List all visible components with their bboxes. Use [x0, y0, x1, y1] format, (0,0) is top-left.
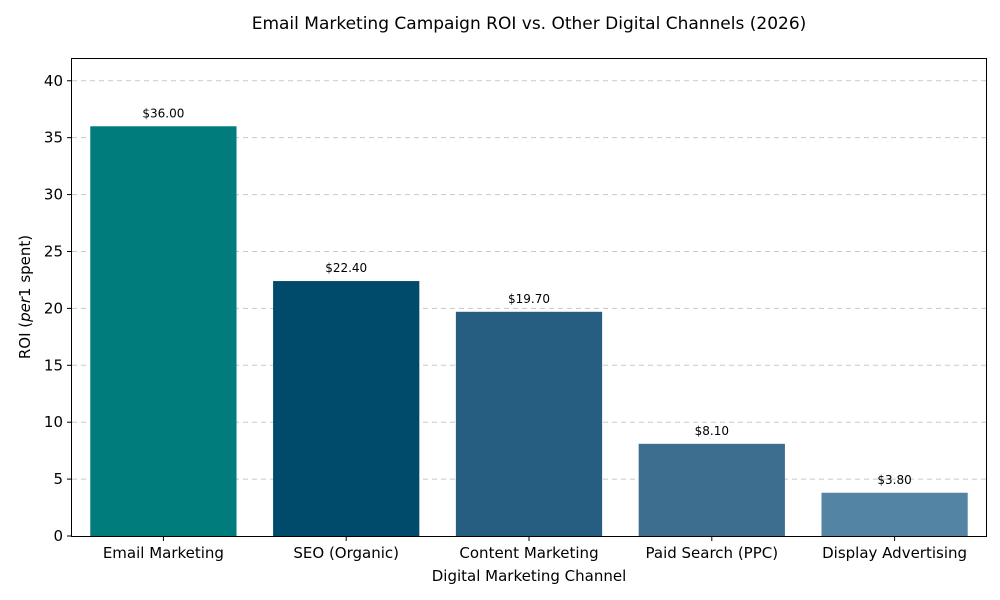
y-tick-label: 5 [53, 470, 63, 488]
y-axis-label-italic: per [16, 296, 34, 323]
y-tick-label: 25 [44, 242, 63, 260]
x-tick-label: SEO (Organic) [293, 544, 399, 562]
y-axis-label-prefix: ROI ( [16, 322, 34, 359]
y-tick-label: 15 [44, 356, 63, 374]
data-label: $22.40 [325, 261, 367, 275]
y-axis-label: ROI (per1 spent) [16, 235, 34, 359]
bar [455, 311, 603, 536]
y-tick-label: 10 [44, 413, 63, 431]
x-axis-label: Digital Marketing Channel [432, 567, 627, 585]
data-labels-layer: $36.00 $22.40 $19.70 $8.10 $3.80 [142, 106, 911, 486]
x-tick-label: Email Marketing [103, 544, 224, 562]
data-label: $19.70 [508, 292, 550, 306]
x-axis: Email Marketing SEO (Organic) Content Mark… [103, 536, 967, 562]
y-tick-label: 30 [44, 186, 63, 204]
y-tick-label: 20 [44, 299, 63, 317]
x-tick-label: Display Advertising [822, 544, 967, 562]
data-label: $8.10 [695, 424, 729, 438]
y-tick-label: 35 [44, 129, 63, 147]
data-label: $3.80 [877, 473, 911, 487]
bar [638, 443, 785, 536]
y-axis: 0 5 10 15 20 25 30 35 40 [44, 72, 72, 545]
bars-layer [90, 126, 968, 537]
bar [273, 281, 420, 536]
x-tick-label: Paid Search (PPC) [646, 544, 779, 562]
y-axis-label-suffix: 1 spent) [16, 235, 34, 297]
x-tick-label: Content Marketing [459, 544, 598, 562]
data-label: $36.00 [142, 106, 184, 120]
chart-title: Email Marketing Campaign ROI vs. Other D… [252, 14, 807, 34]
bar [90, 126, 237, 537]
y-tick-label: 0 [53, 527, 63, 545]
y-tick-label: 40 [44, 72, 63, 90]
bar [821, 492, 968, 536]
